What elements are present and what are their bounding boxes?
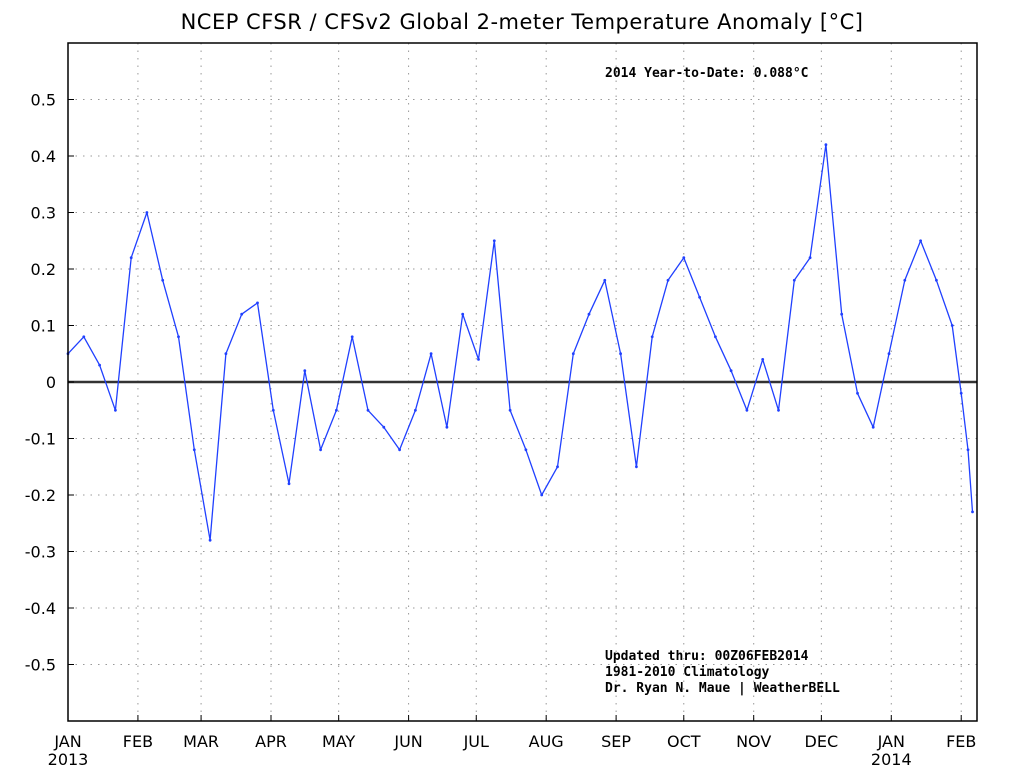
- data-point: [145, 211, 149, 214]
- data-point: [603, 278, 607, 282]
- data-point: [635, 465, 638, 469]
- y-tick-label: -0.1: [25, 430, 56, 449]
- data-point: [98, 363, 101, 367]
- data-point: [114, 408, 117, 412]
- y-tick-label: 0.2: [31, 260, 56, 279]
- x-tick-label: SEP: [601, 732, 631, 751]
- x-tick-label: JAN: [877, 732, 905, 751]
- updated-annotation: Updated thru: 00Z06FEB2014: [605, 649, 809, 664]
- y-tick-label: -0.5: [25, 656, 56, 675]
- data-point: [398, 448, 401, 452]
- x-tick-label: OCT: [667, 732, 701, 751]
- y-tick-label: -0.3: [25, 543, 56, 562]
- y-tick-label: 0.1: [31, 317, 56, 336]
- data-point: [540, 493, 544, 497]
- data-point: [745, 408, 749, 412]
- x-tick-label: JUL: [463, 732, 489, 751]
- data-point: [856, 391, 859, 395]
- data-point: [840, 312, 844, 316]
- series-layer: [66, 143, 974, 542]
- data-point: [445, 425, 449, 429]
- data-point: [698, 295, 701, 299]
- y-axis: 0.5 0.4 0.3 0.2 0.1 0 -0.1 -0.2 -0.3 -0.4 -0.5: [25, 91, 74, 675]
- data-point: [966, 448, 970, 452]
- data-point: [414, 408, 417, 412]
- chart-title: NCEP CFSR / CFSv2 Global 2-meter Tempera…: [181, 10, 864, 34]
- data-point: [714, 335, 717, 339]
- data-point: [682, 256, 686, 260]
- data-point: [619, 352, 622, 356]
- credit-annotation: Dr. Ryan N. Maue | WeatherBELL: [605, 681, 840, 696]
- data-point: [887, 352, 891, 356]
- data-point: [256, 301, 259, 305]
- series-line: [67, 144, 974, 541]
- data-point: [950, 324, 954, 327]
- data-point: [492, 239, 496, 243]
- data-point: [508, 408, 512, 412]
- x-tick-label: MAY: [322, 732, 356, 751]
- data-point: [82, 335, 86, 339]
- y-tick-label: 0.3: [31, 204, 56, 223]
- x-tick-label: FEB: [123, 732, 153, 751]
- y-tick-label: 0.5: [31, 91, 56, 110]
- data-point: [350, 335, 354, 339]
- data-point: [524, 448, 528, 452]
- data-point: [650, 335, 654, 339]
- data-point: [919, 239, 922, 243]
- data-point: [382, 425, 386, 429]
- data-point: [971, 510, 974, 514]
- data-point: [792, 278, 796, 282]
- data-point: [429, 352, 433, 356]
- data-point: [303, 369, 307, 373]
- data-point: [287, 482, 291, 486]
- data-point: [824, 143, 828, 147]
- x-tick-label: MAR: [183, 732, 219, 751]
- data-point: [477, 358, 480, 361]
- data-point: [224, 352, 228, 356]
- x-tick-year-label: 2014: [871, 750, 912, 768]
- data-point: [177, 335, 180, 339]
- x-tick-label: APR: [255, 732, 287, 751]
- x-tick-year-label: 2013: [48, 750, 89, 768]
- data-point: [240, 312, 244, 316]
- x-tick-label: JUN: [393, 732, 422, 751]
- data-point: [587, 312, 591, 316]
- data-point: [208, 538, 212, 542]
- y-tick-label: -0.2: [25, 486, 56, 505]
- data-point: [556, 465, 559, 469]
- data-point: [192, 448, 196, 452]
- data-point: [777, 408, 780, 412]
- data-point: [161, 278, 165, 282]
- data-point: [461, 312, 465, 316]
- x-tick-label: FEB: [946, 732, 976, 751]
- data-point: [959, 391, 963, 395]
- climatology-annotation: 1981-2010 Climatology: [605, 665, 770, 680]
- data-point: [729, 369, 733, 373]
- data-point: [666, 278, 670, 282]
- data-point: [808, 256, 812, 260]
- data-point: [761, 358, 765, 361]
- y-tick-label: 0: [46, 373, 56, 392]
- ytd-annotation: 2014 Year-to-Date: 0.088°C: [605, 66, 809, 81]
- data-point: [366, 408, 370, 412]
- data-point: [935, 278, 938, 282]
- x-tick-label: JAN: [53, 732, 81, 751]
- data-point: [571, 352, 575, 356]
- data-point: [335, 408, 338, 412]
- x-tick-label: NOV: [736, 732, 771, 751]
- x-tick-label: AUG: [529, 732, 564, 751]
- x-tick-label: DEC: [805, 732, 839, 751]
- y-tick-label: -0.4: [25, 599, 56, 618]
- data-point: [129, 256, 133, 260]
- data-point: [271, 408, 275, 412]
- data-point: [319, 448, 322, 452]
- data-point: [871, 425, 875, 429]
- data-point: [903, 278, 907, 282]
- y-tick-label: 0.4: [31, 147, 56, 166]
